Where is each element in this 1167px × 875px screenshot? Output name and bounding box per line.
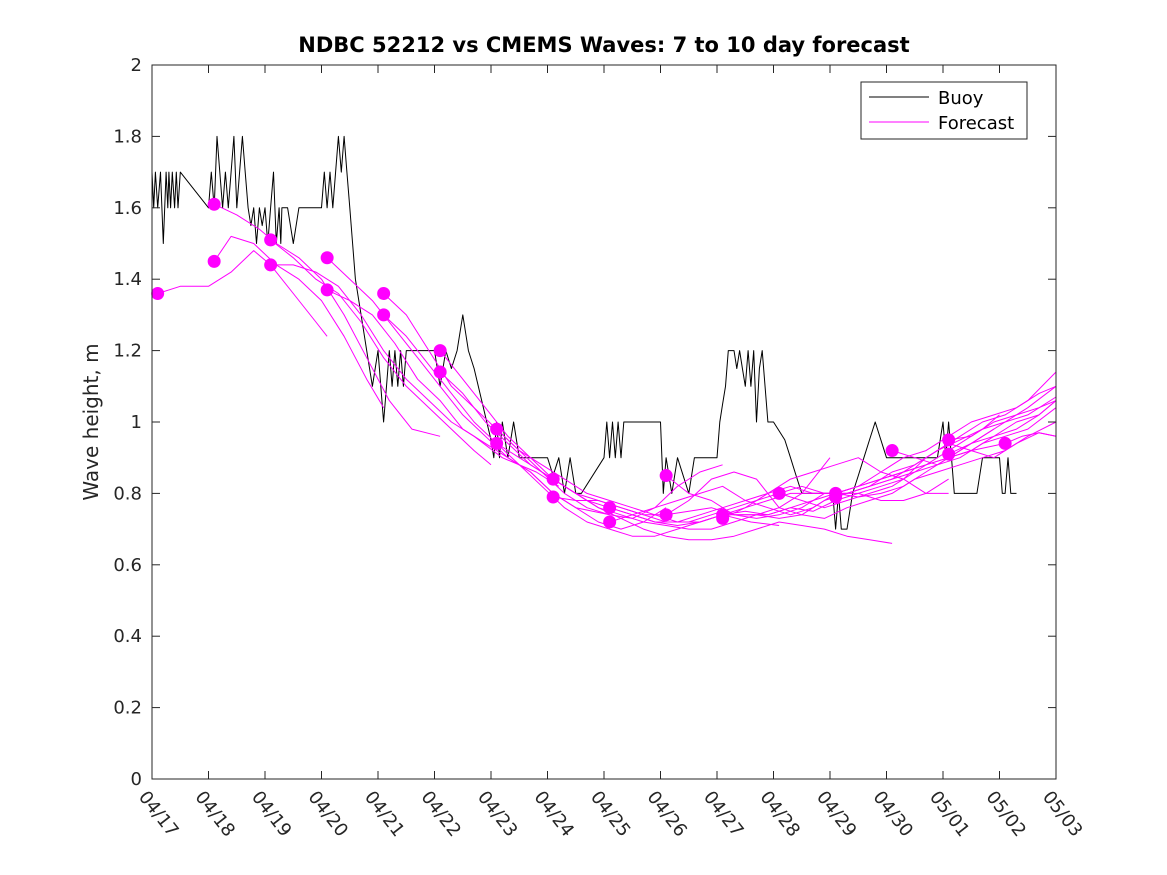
forecast-marker <box>490 422 504 436</box>
forecast-marker <box>603 515 617 529</box>
forecast-marker <box>942 447 956 461</box>
forecast-line-0 <box>157 250 328 337</box>
forecast-line-20 <box>722 457 949 519</box>
forecast-marker <box>151 286 165 300</box>
forecast-marker <box>603 501 617 515</box>
forecast-marker <box>829 490 843 504</box>
forecast-marker <box>320 251 334 265</box>
forecast-line-25 <box>948 400 1057 455</box>
forecast-line-2 <box>213 203 441 437</box>
forecast-line-4 <box>270 264 560 487</box>
forecast-line-17 <box>665 396 1057 519</box>
forecast-line-22 <box>835 428 995 494</box>
forecast-line-1 <box>213 235 385 408</box>
forecast-marker <box>546 490 560 504</box>
forecast-marker <box>264 233 278 247</box>
legend-label-forecast: Forecast <box>938 113 1014 134</box>
forecast-line-26 <box>1004 432 1057 444</box>
y-tick-label: 1.6 <box>113 198 142 219</box>
forecast-marker <box>772 486 786 500</box>
forecast-marker <box>546 472 560 486</box>
y-tick-label: 1.4 <box>113 269 142 290</box>
forecast-line-24 <box>948 400 1057 441</box>
forecast-marker <box>942 433 956 447</box>
legend: Buoy Forecast <box>860 81 1028 140</box>
forecast-line-21 <box>778 414 1000 509</box>
forecast-marker <box>207 197 221 211</box>
y-tick-label: 0.8 <box>113 483 142 504</box>
y-tick-label: 1.2 <box>113 341 142 362</box>
forecast-marker <box>433 344 447 358</box>
y-tick-label: 0.6 <box>113 555 142 576</box>
forecast-markers-group <box>151 197 1012 529</box>
forecast-marker <box>716 511 730 525</box>
forecast-line-3 <box>270 239 492 466</box>
y-tick-label: 0 <box>131 769 142 790</box>
forecast-line-10 <box>439 371 893 544</box>
y-tick-label: 0.4 <box>113 626 142 647</box>
y-tick-label: 0.2 <box>113 698 142 719</box>
forecast-line-19 <box>722 385 1057 516</box>
forecast-marker <box>320 283 334 297</box>
y-tick-label: 1.8 <box>113 126 142 147</box>
legend-label-buoy: Buoy <box>938 88 984 109</box>
plot-area <box>152 65 1056 779</box>
legend-box <box>860 81 1028 140</box>
forecast-marker <box>377 286 391 300</box>
y-tick-label: 2 <box>131 55 142 76</box>
forecast-marker <box>377 308 391 322</box>
forecast-marker <box>659 469 673 483</box>
forecast-marker <box>885 444 899 458</box>
chart-title: NDBC 52212 vs CMEMS Waves: 7 to 10 day f… <box>298 33 909 57</box>
forecast-marker <box>207 254 221 268</box>
y-axis: 0 0.2 0.4 0.6 0.8 1 1.2 1.4 1.6 1.8 2 <box>113 55 1056 790</box>
forecast-marker <box>264 258 278 272</box>
y-tick-label: 1 <box>131 412 142 433</box>
forecast-marker <box>659 508 673 522</box>
y-axis-label: Wave height, m <box>79 343 103 500</box>
forecast-marker <box>998 436 1012 450</box>
forecast-marker <box>490 436 504 450</box>
forecast-marker <box>433 365 447 379</box>
forecast-line-23 <box>891 407 1057 466</box>
forecast-line-18 <box>665 421 1057 519</box>
